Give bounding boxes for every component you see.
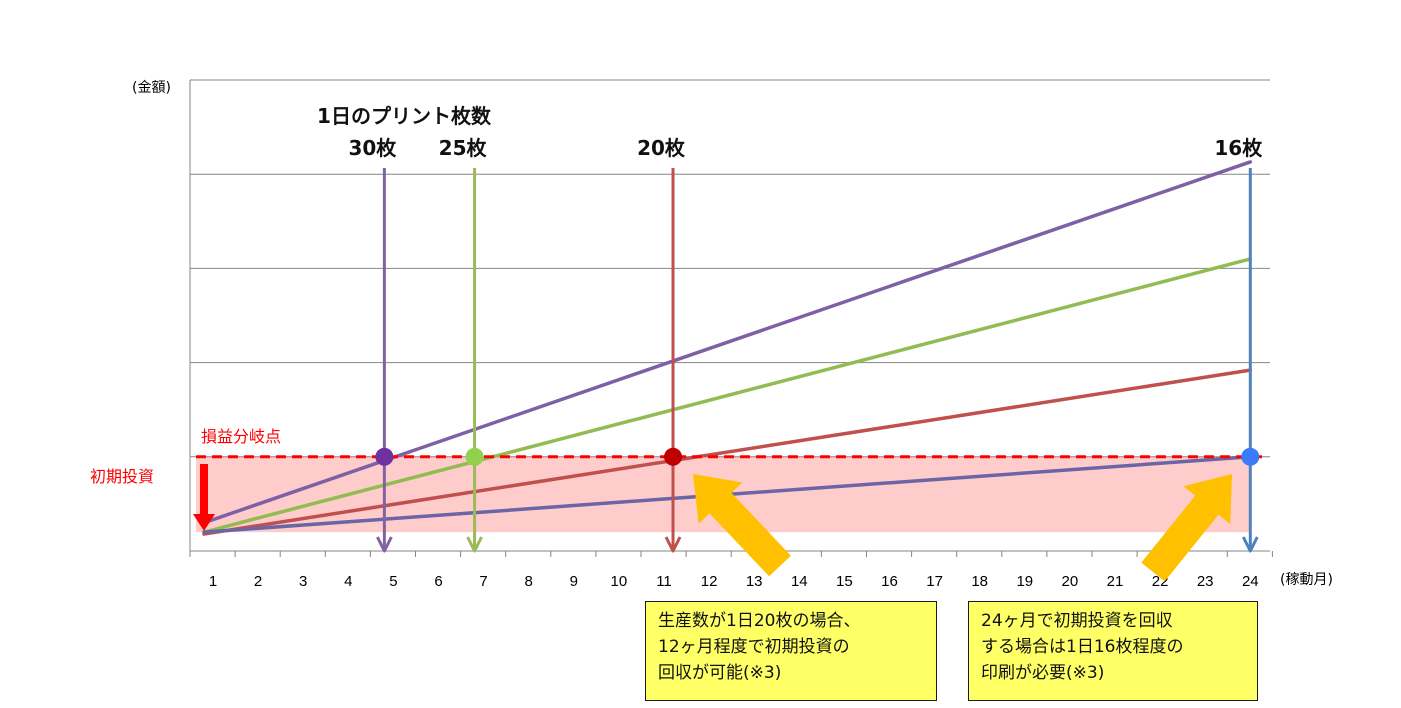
series-label-16-sheets: 16枚 (1214, 136, 1263, 160)
callout-arrow-20-sheets (693, 474, 791, 577)
drop-arrowhead-16-sheets (1241, 536, 1259, 553)
x-tick-label: 2 (254, 573, 262, 590)
x-tick-label: 1 (209, 573, 217, 590)
x-tick-label: 14 (791, 573, 808, 590)
x-tick-label: 8 (525, 573, 533, 590)
x-tick-label: 15 (836, 573, 853, 590)
callout-arrow-16-sheets (1141, 474, 1232, 582)
x-tick-label: 21 (1107, 573, 1124, 590)
x-tick-label: 23 (1197, 573, 1214, 590)
initial-investment-label: 初期投資 (90, 467, 154, 486)
x-tick-label: 7 (479, 573, 487, 590)
x-tick-label: 20 (1062, 573, 1079, 590)
x-tick-label: 19 (1016, 573, 1033, 590)
x-tick-label: 4 (344, 573, 352, 590)
drop-arrowhead-30-sheets (376, 536, 393, 553)
break-even-marker-20-sheets (664, 447, 683, 466)
break-even-label: 損益分岐点 (201, 427, 281, 446)
investment-arrow-head (193, 514, 215, 531)
x-tick-label: 18 (971, 573, 988, 590)
break-even-marker-25-sheets (465, 447, 484, 466)
x-axis-label: (稼動月) (1280, 572, 1333, 588)
series-label-30-sheets: 30枚 (348, 136, 397, 160)
x-tick-label: 11 (656, 573, 672, 590)
x-tick-label: 5 (389, 573, 397, 590)
x-tick-label: 24 (1242, 573, 1259, 590)
drop-arrowhead-25-sheets (466, 536, 483, 553)
x-tick-label: 12 (701, 573, 718, 590)
drop-arrowhead-20-sheets (664, 536, 682, 553)
x-tick-label: 17 (926, 573, 943, 590)
series-label-25-sheets: 25枚 (439, 136, 488, 160)
investment-arrow-shaft (200, 464, 208, 516)
x-tick-label: 6 (434, 573, 442, 590)
chart-title: 1日のプリント枚数 (317, 104, 492, 128)
y-axis-label: (金額) (132, 80, 171, 96)
annotation-box-20-sheets: 生産数が1日20枚の場合、 12ヶ月程度で初期投資の 回収が可能(※3) (645, 601, 937, 701)
break-even-marker-30-sheets (375, 447, 394, 466)
break-even-marker-16-sheets (1241, 447, 1260, 466)
x-tick-label: 3 (299, 573, 307, 590)
series-line-20-sheets (202, 368, 1253, 536)
x-tick-label: 10 (611, 573, 628, 590)
x-tick-label: 16 (881, 573, 898, 590)
x-tick-label: 13 (746, 573, 763, 590)
series-line-25-sheets (202, 257, 1253, 534)
x-tick-label: 9 (570, 573, 578, 590)
annotation-box-16-sheets: 24ヶ月で初期投資を回収 する場合は1日16枚程度の 印刷が必要(※3) (968, 601, 1258, 701)
series-label-20-sheets: 20枚 (637, 136, 686, 160)
